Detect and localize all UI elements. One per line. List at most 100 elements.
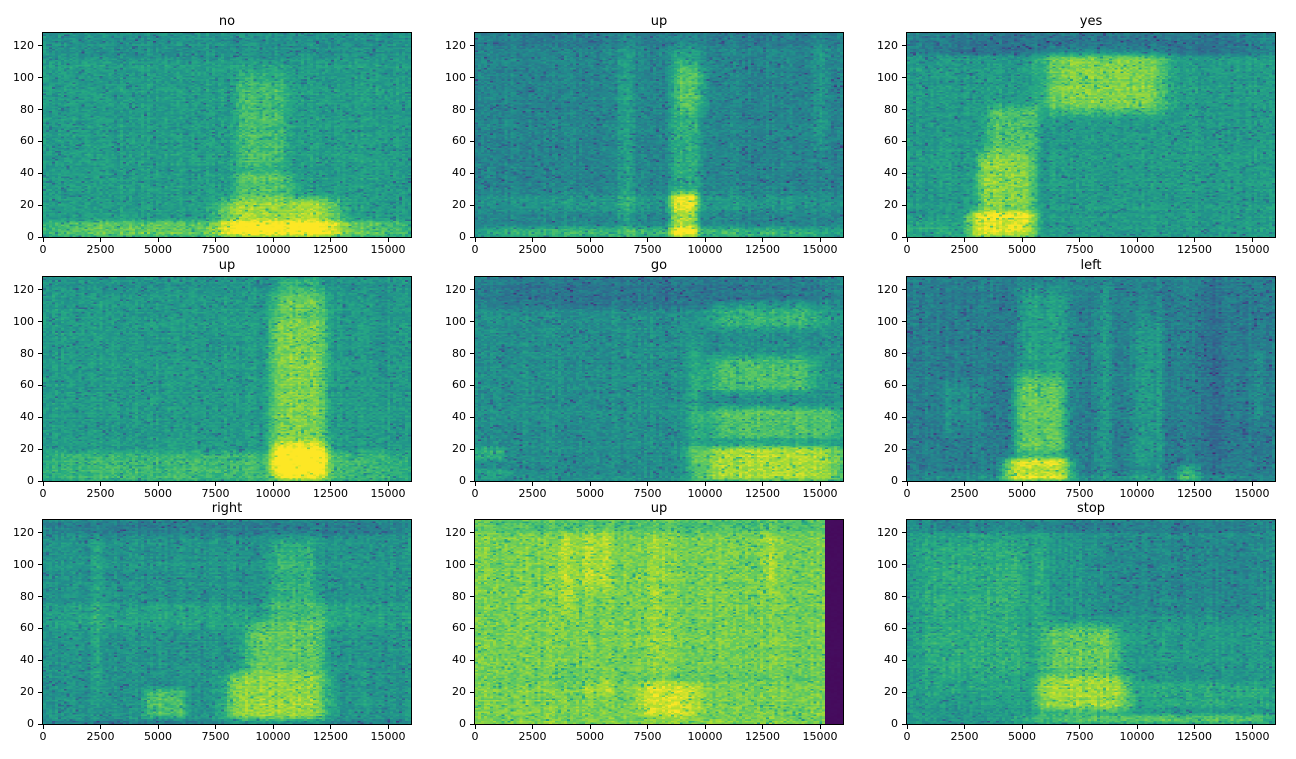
- x-tick-label: 0: [471, 243, 479, 256]
- x-tick-label: 7500: [1065, 730, 1094, 743]
- y-tick-label: 0: [459, 230, 466, 243]
- x-tick-mark: [532, 238, 533, 242]
- y-tick-mark: [470, 289, 474, 291]
- x-tick-label: 10000: [1119, 487, 1155, 500]
- y-tick-label: 80: [20, 589, 34, 603]
- subplot-axes: [906, 276, 1276, 482]
- x-tick-mark: [589, 725, 591, 729]
- y-tick-label: 100: [877, 70, 898, 84]
- y-tick-mark: [470, 321, 474, 323]
- subplot-title: go: [650, 258, 668, 273]
- x-tick-label: 0: [903, 243, 911, 256]
- y-tick-mark: [470, 416, 474, 418]
- y-tick-mark: [38, 659, 42, 661]
- x-tick-mark: [1079, 238, 1080, 242]
- x-tick-mark: [42, 725, 44, 729]
- x-tick-mark: [157, 482, 159, 486]
- x-tick-label: 12500: [313, 243, 348, 256]
- x-tick-mark: [474, 482, 476, 486]
- x-tick-label: 15000: [802, 243, 838, 256]
- subplot-title: no: [218, 14, 236, 29]
- x-tick-mark: [1136, 725, 1138, 729]
- y-tick-label: 60: [20, 621, 34, 635]
- y-tick-label: 20: [20, 685, 34, 699]
- x-tick-label: 5000: [1008, 730, 1036, 743]
- y-tick-label: 60: [884, 134, 898, 148]
- x-tick-mark: [100, 238, 101, 242]
- y-tick-mark: [902, 532, 906, 534]
- y-tick-label: 100: [445, 314, 466, 328]
- y-tick-label: 80: [884, 346, 898, 360]
- spectrogram-canvas: [475, 33, 843, 237]
- y-tick-label: 80: [884, 102, 898, 116]
- x-tick-label: 7500: [201, 243, 230, 256]
- y-tick-label: 20: [20, 198, 34, 212]
- y-tick-label: 80: [20, 346, 34, 360]
- x-tick-label: 7500: [201, 487, 230, 500]
- x-tick-mark: [647, 725, 648, 729]
- x-tick-label: 12500: [745, 730, 780, 743]
- spectrogram-canvas: [475, 277, 843, 481]
- x-tick-mark: [532, 482, 533, 486]
- x-tick-mark: [589, 238, 591, 242]
- x-tick-label: 10000: [1119, 730, 1155, 743]
- y-tick-mark: [470, 384, 474, 386]
- subplot-title: stop: [1076, 501, 1106, 516]
- x-tick-label: 2500: [86, 730, 115, 743]
- x-tick-mark: [532, 725, 533, 729]
- x-tick-mark: [906, 725, 908, 729]
- y-tick-mark: [902, 659, 906, 661]
- x-tick-mark: [215, 482, 216, 486]
- x-tick-label: 12500: [313, 730, 348, 743]
- spectrogram-canvas: [43, 33, 411, 237]
- y-tick-mark: [902, 723, 906, 725]
- y-tick-mark: [470, 172, 474, 174]
- x-tick-mark: [100, 482, 101, 486]
- y-tick-mark: [470, 236, 474, 238]
- x-tick-label: 0: [39, 730, 47, 743]
- y-tick-mark: [902, 627, 906, 629]
- x-tick-mark: [762, 725, 763, 729]
- subplot-axes: [474, 519, 844, 725]
- y-tick-mark: [902, 321, 906, 323]
- x-tick-mark: [215, 238, 216, 242]
- x-tick-label: 0: [903, 487, 911, 500]
- x-tick-label: 2500: [518, 487, 547, 500]
- x-tick-mark: [647, 238, 648, 242]
- y-tick-mark: [38, 564, 42, 566]
- subplot-axes: [474, 276, 844, 482]
- x-tick-label: 15000: [802, 487, 838, 500]
- y-tick-label: 60: [452, 378, 466, 392]
- x-tick-mark: [964, 482, 965, 486]
- x-tick-label: 5000: [576, 730, 604, 743]
- x-tick-mark: [647, 482, 648, 486]
- y-tick-mark: [38, 77, 42, 79]
- y-tick-label: 120: [877, 525, 898, 539]
- x-tick-label: 15000: [1234, 730, 1270, 743]
- x-tick-label: 10000: [255, 487, 291, 500]
- y-tick-label: 40: [452, 410, 466, 424]
- y-tick-mark: [470, 659, 474, 661]
- y-tick-label: 40: [884, 653, 898, 667]
- y-tick-mark: [902, 77, 906, 79]
- x-tick-label: 2500: [86, 243, 115, 256]
- y-tick-mark: [470, 627, 474, 629]
- subplot-axes: [42, 32, 412, 238]
- y-tick-label: 120: [877, 38, 898, 52]
- x-tick-mark: [474, 725, 476, 729]
- y-tick-label: 60: [452, 621, 466, 635]
- y-tick-label: 20: [884, 198, 898, 212]
- y-tick-label: 40: [452, 653, 466, 667]
- x-tick-label: 12500: [745, 487, 780, 500]
- x-tick-mark: [819, 238, 821, 242]
- x-tick-mark: [704, 238, 706, 242]
- y-tick-mark: [902, 45, 906, 47]
- y-tick-mark: [38, 45, 42, 47]
- y-tick-label: 120: [13, 525, 34, 539]
- x-tick-label: 10000: [687, 487, 723, 500]
- y-tick-label: 40: [884, 410, 898, 424]
- x-tick-label: 5000: [576, 487, 604, 500]
- x-tick-mark: [387, 482, 389, 486]
- x-tick-mark: [42, 482, 44, 486]
- y-tick-mark: [38, 353, 42, 354]
